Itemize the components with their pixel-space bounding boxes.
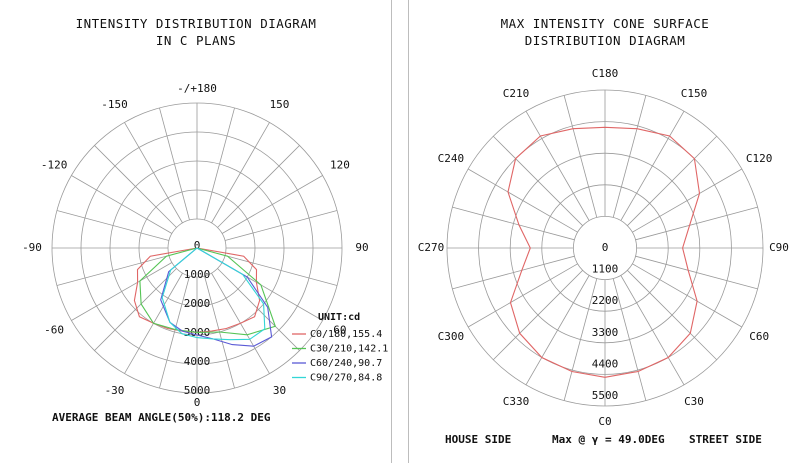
unit-label: UNIT:cd xyxy=(318,312,360,323)
c-plane-label: C60 xyxy=(749,330,769,343)
legend-entry: C60/240,90.7 xyxy=(310,358,382,369)
angle-label: 30 xyxy=(273,384,286,397)
radial-label: 0 xyxy=(194,239,201,252)
right-title-line-2: DISTRIBUTION DIAGRAM xyxy=(524,33,686,48)
grid-spoke xyxy=(612,95,647,218)
angle-label: -30 xyxy=(105,384,125,397)
angle-label: -90 xyxy=(22,241,42,254)
c-plane-label: C120 xyxy=(746,152,773,165)
grid-spoke xyxy=(635,206,758,241)
grid-spoke xyxy=(217,145,300,228)
grid-spoke xyxy=(525,110,590,221)
radial-label: 5500 xyxy=(592,389,619,402)
c-plane-label: C90 xyxy=(769,241,789,254)
radial-label: 4000 xyxy=(184,355,211,368)
angle-label: -150 xyxy=(101,98,128,111)
grid-spoke xyxy=(94,268,177,351)
grid-spoke xyxy=(627,270,718,361)
street-side-label: STREET SIDE xyxy=(689,433,762,446)
grid-spoke xyxy=(56,255,170,286)
left-title-line-2: IN C PLANS xyxy=(155,33,237,48)
radial-label: 3300 xyxy=(592,326,619,339)
grid-spoke xyxy=(632,263,743,328)
grid-spoke xyxy=(492,270,583,361)
grid-spoke xyxy=(627,135,718,226)
grid-spoke xyxy=(159,275,190,389)
grid-spoke xyxy=(452,255,575,290)
series-line-3 xyxy=(161,247,266,341)
beam-angle-footer: AVERAGE BEAM ANGLE(50%):118.2 DEG xyxy=(52,411,271,424)
grid-spoke xyxy=(211,122,270,224)
c-plane-label: C330 xyxy=(503,395,530,408)
radial-label: 1000 xyxy=(184,268,211,281)
angle-label: 60 xyxy=(333,324,346,337)
grid-spoke xyxy=(563,278,598,401)
legend-entry: C0/180,155.4 xyxy=(310,329,382,340)
left-panel: INTENSITY DISTRIBUTION DIAGRAM IN C PLAN… xyxy=(0,0,392,463)
grid-spoke xyxy=(525,275,590,386)
angle-label: 120 xyxy=(330,159,350,172)
left-title-line-1: INTENSITY DISTRIBUTION DIAGRAM xyxy=(75,16,317,31)
grid-spoke xyxy=(635,255,758,290)
angle-label-bottom: 0 xyxy=(194,396,201,409)
radial-label: 5000 xyxy=(184,384,211,397)
angle-label: -120 xyxy=(41,159,68,172)
angle-label: 150 xyxy=(270,98,290,111)
angle-label: 90 xyxy=(355,241,368,254)
right-panel: MAX INTENSITY CONE SURFACE DISTRIBUTION … xyxy=(408,0,800,463)
angle-label-top: -/+180 xyxy=(177,82,217,95)
grid-spoke xyxy=(620,110,685,221)
c-plane-label: C180 xyxy=(592,67,619,80)
legend-entry: C30/210,142.1 xyxy=(310,344,388,355)
radial-label: 0 xyxy=(602,241,609,254)
grid-spoke xyxy=(632,168,743,233)
grid-spoke xyxy=(221,175,323,234)
grid-spoke xyxy=(492,135,583,226)
intensity-polar-chart: 150 120 90 60 30 -150 -120 -90 -60 -30 -/+180 0 0 100… xyxy=(22,82,388,409)
grid-spoke xyxy=(224,255,338,286)
c-plane-label: C0 xyxy=(598,415,611,428)
radial-label: 4400 xyxy=(592,357,619,370)
grid-spoke xyxy=(56,210,170,241)
right-title-line-1: MAX INTENSITY CONE SURFACE xyxy=(500,16,710,31)
grid-spoke xyxy=(71,175,173,234)
angle-label: -60 xyxy=(44,324,64,337)
house-side-label: HOUSE SIDE xyxy=(445,433,512,446)
grid-spoke xyxy=(620,275,685,386)
c-plane-label: C300 xyxy=(438,330,465,343)
c-plane-label: C30 xyxy=(684,395,704,408)
cone-polar-chart: C0 C30 C60 C90 C120 C150 C180 C210 C240 C270 C300 C… xyxy=(418,67,789,428)
grid-spoke xyxy=(71,262,173,321)
grid-spoke xyxy=(124,122,183,224)
c-plane-label: C270 xyxy=(418,241,445,254)
grid-spoke xyxy=(452,206,575,241)
grid-spoke xyxy=(563,95,598,218)
radial-label: 1100 xyxy=(592,263,619,276)
grid-spoke xyxy=(204,107,235,221)
grid-spoke xyxy=(217,268,300,351)
legend-entry: C90/270,84.8 xyxy=(310,373,382,384)
grid-spoke xyxy=(467,263,578,328)
c-plane-label: C210 xyxy=(503,87,530,100)
grid-spoke xyxy=(467,168,578,233)
radial-label: 2000 xyxy=(184,297,211,310)
radial-label: 2200 xyxy=(592,294,619,307)
grid-spoke xyxy=(159,107,190,221)
max-gamma-label: Max @ γ = 49.0DEG xyxy=(552,433,665,446)
c-plane-label: C150 xyxy=(681,87,708,100)
grid-spoke xyxy=(94,145,177,228)
series-line-1 xyxy=(139,247,277,336)
c-plane-label: C240 xyxy=(438,152,465,165)
series-line-2 xyxy=(160,247,273,347)
grid-spoke xyxy=(224,210,338,241)
grid-spoke xyxy=(612,278,647,401)
cone-series-line xyxy=(507,126,701,378)
